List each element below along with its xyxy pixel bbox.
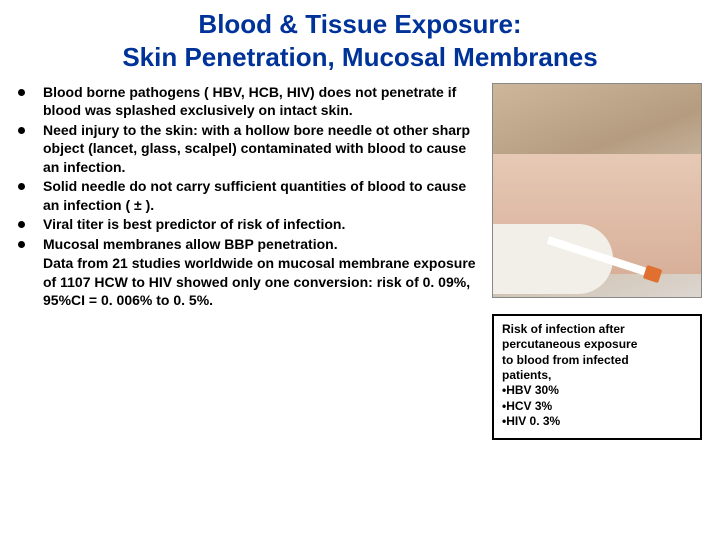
risk-line: •HBV 30% [502, 383, 692, 398]
bullet-dot-icon [18, 241, 25, 248]
bullet-text: Viral titer is best predictor of risk of… [43, 215, 345, 233]
title-line-1: Blood & Tissue Exposure: [20, 8, 700, 41]
title-line-2: Skin Penetration, Mucosal Membranes [20, 41, 700, 74]
bullet-text: Solid needle do not carry sufficient qua… [43, 177, 482, 214]
injection-photo [492, 83, 702, 298]
bullet-text: Mucosal membranes allow BBP penetration. [43, 235, 338, 253]
bullet-item: Need injury to the skin: with a hollow b… [18, 121, 482, 176]
risk-line: patients, [502, 368, 692, 383]
bullet-text: Need injury to the skin: with a hollow b… [43, 121, 482, 176]
bullet-dot-icon [18, 127, 25, 134]
risk-line: •HIV 0. 3% [502, 414, 692, 429]
trailing-paragraph: Data from 21 studies worldwide on mucosa… [43, 254, 482, 309]
risk-line: percutaneous exposure [502, 337, 692, 352]
slide-title: Blood & Tissue Exposure: Skin Penetratio… [0, 0, 720, 77]
bullet-dot-icon [18, 183, 25, 190]
right-column: Risk of infection after percutaneous exp… [492, 83, 702, 440]
bullet-text: Blood borne pathogens ( HBV, HCB, HIV) d… [43, 83, 482, 120]
bullet-dot-icon [18, 89, 25, 96]
risk-line: Risk of infection after [502, 322, 692, 337]
bullet-item: Mucosal membranes allow BBP penetration. [18, 235, 482, 253]
risk-info-box: Risk of infection after percutaneous exp… [492, 314, 702, 440]
bullet-dot-icon [18, 221, 25, 228]
risk-line: •HCV 3% [502, 399, 692, 414]
bullet-item: Blood borne pathogens ( HBV, HCB, HIV) d… [18, 83, 482, 120]
content-area: Blood borne pathogens ( HBV, HCB, HIV) d… [0, 77, 720, 440]
bullet-item: Solid needle do not carry sufficient qua… [18, 177, 482, 214]
risk-line: to blood from infected [502, 353, 692, 368]
bullet-item: Viral titer is best predictor of risk of… [18, 215, 482, 233]
bullet-list: Blood borne pathogens ( HBV, HCB, HIV) d… [18, 83, 492, 440]
